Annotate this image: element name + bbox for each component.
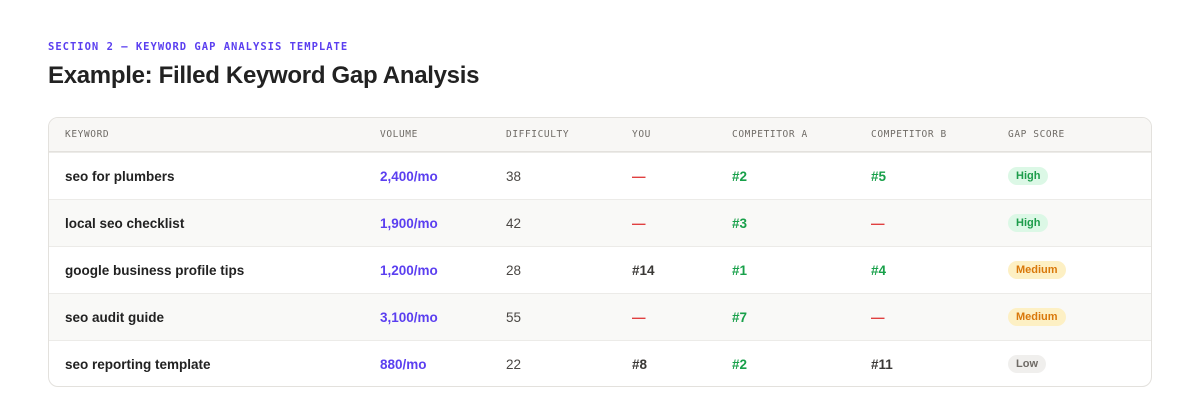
header-volume: VOLUME	[380, 129, 418, 140]
table-row: seo reporting template 880/mo 22 #8 #2 #…	[49, 340, 1151, 386]
section-eyebrow: SECTION 2 — KEYWORD GAP ANALYSIS TEMPLAT…	[48, 41, 349, 53]
difficulty-cell: 22	[506, 356, 522, 372]
you-rank-cell: —	[632, 215, 646, 231]
competitor-a-rank-cell: #2	[732, 168, 748, 184]
competitor-a-rank-cell: #1	[732, 262, 748, 278]
volume-cell: 1,200/mo	[380, 262, 438, 278]
competitor-b-rank-cell: —	[871, 215, 885, 231]
table-row: google business profile tips 1,200/mo 28…	[49, 246, 1151, 293]
you-rank-cell: #14	[632, 262, 655, 278]
difficulty-cell: 55	[506, 309, 522, 325]
keyword-cell: google business profile tips	[65, 262, 245, 278]
volume-cell: 880/mo	[380, 356, 427, 372]
header-competitor-b: COMPETITOR B	[871, 129, 947, 140]
keyword-gap-table: KEYWORD VOLUME DIFFICULTY YOU COMPETITOR…	[48, 117, 1152, 387]
difficulty-cell: 42	[506, 215, 522, 231]
gap-score-badge: Medium	[1008, 308, 1066, 326]
volume-cell: 3,100/mo	[380, 309, 438, 325]
table-row: local seo checklist 1,900/mo 42 — #3 — H…	[49, 199, 1151, 246]
gap-score-cell: High	[1008, 153, 1049, 199]
header-competitor-a: COMPETITOR A	[732, 129, 808, 140]
competitor-b-rank-cell: #4	[871, 262, 887, 278]
gap-score-cell: Low	[1008, 341, 1046, 386]
header-you: YOU	[632, 129, 651, 140]
table-header: KEYWORD VOLUME DIFFICULTY YOU COMPETITOR…	[49, 118, 1151, 152]
gap-score-cell: High	[1008, 200, 1049, 246]
gap-score-cell: Medium	[1008, 294, 1066, 340]
gap-score-cell: Medium	[1008, 247, 1066, 293]
keyword-cell: seo reporting template	[65, 356, 211, 372]
you-rank-cell: —	[632, 168, 646, 184]
competitor-b-rank-cell: —	[871, 309, 885, 325]
keyword-cell: local seo checklist	[65, 215, 185, 231]
gap-score-badge: Medium	[1008, 261, 1066, 279]
page-title: Example: Filled Keyword Gap Analysis	[48, 62, 480, 89]
you-rank-cell: —	[632, 309, 646, 325]
keyword-cell: seo for plumbers	[65, 168, 175, 184]
competitor-a-rank-cell: #7	[732, 309, 748, 325]
competitor-b-rank-cell: #5	[871, 168, 887, 184]
table-row: seo for plumbers 2,400/mo 38 — #2 #5 Hig…	[49, 152, 1151, 199]
gap-score-badge: High	[1008, 167, 1049, 185]
table-row: seo audit guide 3,100/mo 55 — #7 — Mediu…	[49, 293, 1151, 340]
volume-cell: 1,900/mo	[380, 215, 438, 231]
keyword-cell: seo audit guide	[65, 309, 165, 325]
competitor-a-rank-cell: #2	[732, 356, 748, 372]
header-keyword: KEYWORD	[65, 129, 110, 140]
difficulty-cell: 28	[506, 262, 522, 278]
gap-score-badge: Low	[1008, 355, 1046, 373]
header-difficulty: DIFFICULTY	[506, 129, 570, 140]
competitor-b-rank-cell: #11	[871, 356, 893, 372]
difficulty-cell: 38	[506, 168, 522, 184]
competitor-a-rank-cell: #3	[732, 215, 748, 231]
gap-score-badge: High	[1008, 214, 1049, 232]
you-rank-cell: #8	[632, 356, 648, 372]
header-gap-score: GAP SCORE	[1008, 129, 1065, 140]
volume-cell: 2,400/mo	[380, 168, 438, 184]
